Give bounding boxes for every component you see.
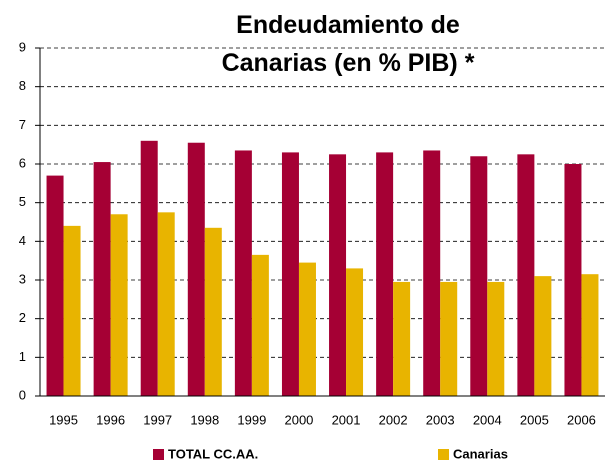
bar	[517, 154, 535, 396]
bar	[393, 281, 411, 396]
x-tick-label: 2002	[379, 412, 408, 427]
x-tick-label: 2006	[567, 412, 596, 427]
y-tick-label: 3	[19, 271, 26, 286]
bar	[346, 268, 364, 396]
legend-swatch	[153, 449, 164, 460]
bar	[234, 150, 252, 396]
legend-label: TOTAL CC.AA.	[168, 446, 258, 461]
bar	[157, 212, 175, 396]
bar	[110, 214, 128, 396]
bar	[534, 276, 552, 396]
y-tick-label: 0	[19, 387, 26, 402]
bar	[487, 281, 505, 396]
bar	[187, 142, 205, 396]
x-tick-label: 1997	[143, 412, 172, 427]
chart-title: Endeudamiento de Canarias (en % PIB) *	[221, 11, 475, 77]
x-tick-label: 2004	[473, 412, 502, 427]
bar	[46, 175, 64, 396]
y-tick-label: 1	[19, 349, 26, 364]
x-tick-label: 2001	[332, 412, 361, 427]
bar	[298, 262, 316, 396]
x-tick-label: 1998	[190, 412, 219, 427]
y-tick-label: 2	[19, 310, 26, 325]
bar	[140, 140, 158, 396]
y-tick-label: 6	[19, 155, 26, 170]
bar	[423, 150, 441, 396]
bar	[204, 227, 222, 396]
bar	[63, 225, 81, 396]
bar	[93, 162, 111, 396]
bar	[470, 156, 488, 396]
bar	[440, 281, 458, 396]
bar	[281, 152, 299, 396]
y-tick-label: 7	[19, 117, 26, 132]
y-tick-label: 8	[19, 78, 26, 93]
bar	[581, 274, 599, 396]
y-tick-label: 9	[19, 39, 26, 54]
x-tick-label: 2003	[426, 412, 455, 427]
x-tick-label: 2005	[520, 412, 549, 427]
y-tick-label: 5	[19, 194, 26, 209]
x-tick-label: 1999	[237, 412, 266, 427]
bar	[251, 254, 269, 396]
x-tick-label: 1995	[49, 412, 78, 427]
legend-swatch	[438, 449, 449, 460]
bar	[564, 164, 582, 396]
legend-label: Canarias	[453, 446, 508, 461]
bar	[329, 154, 347, 396]
y-tick-label: 4	[19, 233, 26, 248]
x-tick-label: 2000	[284, 412, 313, 427]
bar	[376, 152, 394, 396]
x-tick-label: 1996	[96, 412, 125, 427]
